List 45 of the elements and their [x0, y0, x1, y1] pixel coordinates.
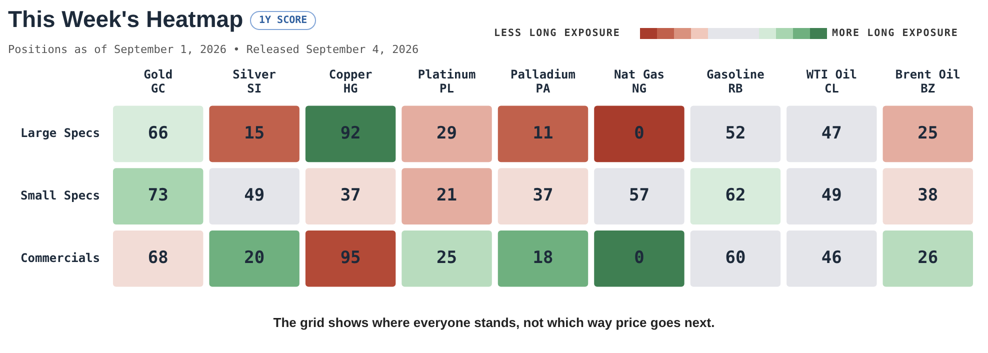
- data-label: 73: [148, 186, 168, 206]
- data-label: 62: [725, 186, 746, 206]
- x-tick-label: Gold GC: [144, 67, 173, 96]
- data-label: 66: [148, 123, 168, 144]
- chart-title: This Week's Heatmap: [8, 6, 244, 33]
- data-label: 49: [821, 186, 842, 206]
- x-tick-label: Platinum PL: [418, 67, 476, 96]
- data-label: 20: [244, 248, 265, 268]
- data-label: 11: [532, 123, 554, 144]
- data-label: 25: [436, 248, 458, 268]
- data-label: 0: [634, 123, 644, 144]
- data-label: 25: [918, 123, 938, 144]
- x-tick-label: Copper HG: [328, 67, 372, 96]
- data-label: 47: [821, 123, 842, 144]
- data-label: 26: [918, 248, 938, 268]
- text: MORE LONG EXPOSURE: [832, 28, 958, 39]
- data-label: 21: [436, 186, 458, 206]
- data-label: 18: [532, 248, 554, 268]
- data-label: 68: [148, 248, 168, 268]
- x-tick-label: Brent Oil BZ: [895, 67, 960, 96]
- x-tick-label: Silver SI: [232, 67, 276, 96]
- data-label: 37: [340, 186, 361, 206]
- data-label: 29: [436, 123, 458, 144]
- chart-subtitle: Positions as of September 1, 2026 • Released September 4, 2026: [8, 43, 419, 56]
- x-tick-label: Nat Gas NG: [614, 67, 665, 96]
- text: LESS LONG EXPOSURE: [494, 28, 620, 39]
- data-label: 49: [244, 186, 265, 206]
- data-label: 15: [244, 123, 265, 144]
- data-label: 38: [918, 186, 938, 206]
- data-label: 0: [634, 248, 644, 268]
- data-label: 92: [340, 123, 361, 144]
- data-label: 37: [532, 186, 554, 206]
- x-tick-label: Palladium PA: [510, 67, 576, 96]
- data-label: 52: [725, 123, 746, 144]
- text: 1Y SCORE: [250, 11, 316, 30]
- y-tick-label: Large Specs: [20, 126, 100, 140]
- x-tick-label: Gasoline RB: [706, 67, 764, 96]
- y-tick-label: Small Specs: [20, 188, 100, 202]
- data-label: 95: [340, 248, 361, 268]
- x-tick-label: WTI Oil CL: [806, 67, 857, 96]
- data-label: 46: [821, 248, 842, 268]
- text: The grid shows where everyone stands, not which way price goes next.: [272, 315, 716, 330]
- data-label: 60: [725, 248, 746, 268]
- data-label: 57: [628, 186, 650, 206]
- y-tick-label: Commercials: [20, 250, 100, 265]
